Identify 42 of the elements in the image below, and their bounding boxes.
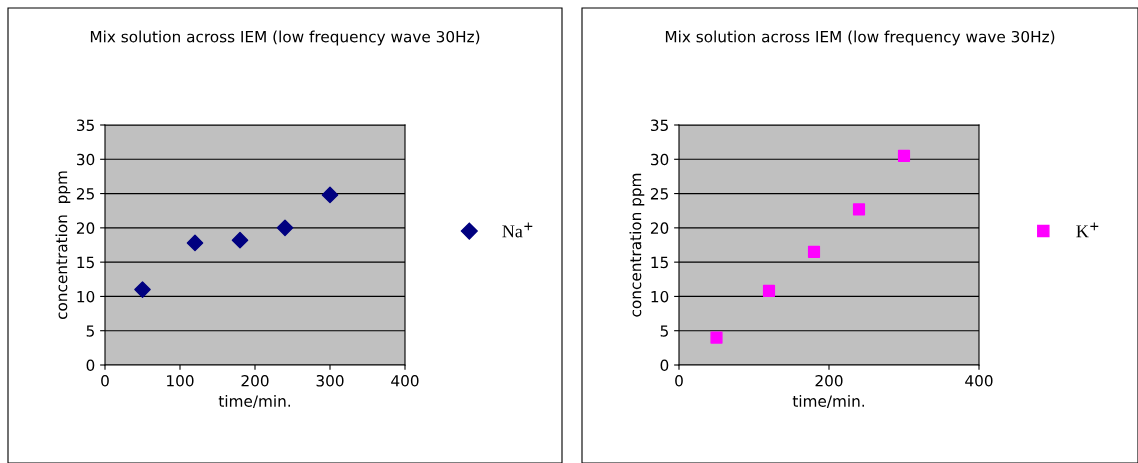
point: [807, 245, 821, 258]
y-tick-label: 5: [86, 325, 94, 337]
x-tick-label: 400: [965, 374, 993, 387]
point: [852, 203, 866, 216]
point: [897, 149, 911, 162]
y-tick-label: 5: [660, 325, 668, 337]
y-axis-title: concentration ppm: [629, 173, 645, 317]
chart-title: Mix solution across IEM (low frequency wave 30Hz): [665, 30, 1055, 46]
y-tick-label: 0: [660, 359, 669, 372]
x-tick-label: 400: [391, 374, 419, 387]
y-tick-label: 15: [651, 256, 668, 269]
x-tick-label: 200: [241, 374, 269, 387]
chart-title: Mix solution across IEM (low frequency wave 30Hz): [90, 30, 480, 46]
x-axis-title: time/min.: [218, 395, 291, 409]
y-tick-label: 15: [77, 256, 94, 269]
point: [186, 234, 204, 252]
legend-label: K$^{+}$: [1076, 222, 1099, 238]
y-axis-title: concentration ppm: [55, 171, 71, 320]
x-tick-label: 100: [167, 374, 194, 387]
y-tick-label: 30: [651, 153, 669, 166]
y-tick-label: 20: [650, 222, 669, 234]
y-tick-label: 35: [651, 119, 668, 132]
y-tick-label: 20: [76, 222, 95, 234]
y-tick-label: 10: [651, 290, 669, 303]
x-tick-label: 300: [316, 374, 344, 387]
point: [710, 331, 723, 344]
y-tick-label: 30: [77, 153, 95, 166]
y-tick-label: 25: [76, 188, 94, 200]
x-tick-label: 200: [815, 374, 843, 387]
point: [762, 284, 776, 298]
y-tick-label: 35: [77, 119, 94, 132]
x-tick-label: 0: [101, 374, 109, 387]
y-tick-label: 25: [650, 188, 668, 200]
point: [134, 281, 151, 298]
x-tick-label: 0: [675, 374, 683, 387]
y-tick-label: 10: [77, 290, 95, 303]
y-tick-label: 0: [86, 359, 95, 372]
point: [321, 186, 339, 204]
legend-label: Na$^{+}$: [502, 222, 533, 238]
point: [276, 219, 294, 237]
point: [231, 231, 249, 249]
x-axis-title: time/min.: [792, 395, 865, 409]
